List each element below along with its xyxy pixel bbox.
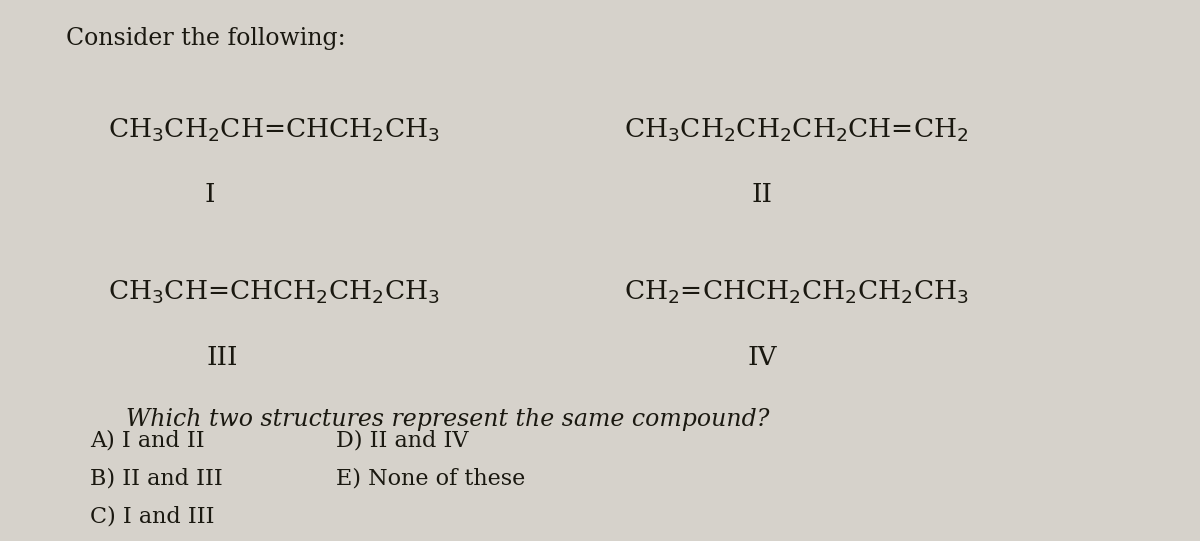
Text: Which two structures represent the same compound?: Which two structures represent the same … xyxy=(126,408,769,431)
Text: E) None of these: E) None of these xyxy=(336,468,526,490)
Text: II: II xyxy=(751,182,773,207)
Text: CH$_3$CH$_2$CH$_2$CH$_2$CH=CH$_2$: CH$_3$CH$_2$CH$_2$CH$_2$CH=CH$_2$ xyxy=(624,116,968,143)
Text: III: III xyxy=(206,345,238,370)
Text: B) II and III: B) II and III xyxy=(90,468,223,490)
Text: CH$_3$CH$_2$CH=CHCH$_2$CH$_3$: CH$_3$CH$_2$CH=CHCH$_2$CH$_3$ xyxy=(108,116,440,143)
Text: I: I xyxy=(205,182,215,207)
Text: Consider the following:: Consider the following: xyxy=(66,27,346,50)
Text: CH$_2$=CHCH$_2$CH$_2$CH$_2$CH$_3$: CH$_2$=CHCH$_2$CH$_2$CH$_2$CH$_3$ xyxy=(624,279,968,306)
Text: D) II and IV: D) II and IV xyxy=(336,430,468,452)
Text: IV: IV xyxy=(748,345,776,370)
Text: A) I and II: A) I and II xyxy=(90,430,205,452)
Text: CH$_3$CH=CHCH$_2$CH$_2$CH$_3$: CH$_3$CH=CHCH$_2$CH$_2$CH$_3$ xyxy=(108,279,440,306)
Text: C) I and III: C) I and III xyxy=(90,506,215,527)
